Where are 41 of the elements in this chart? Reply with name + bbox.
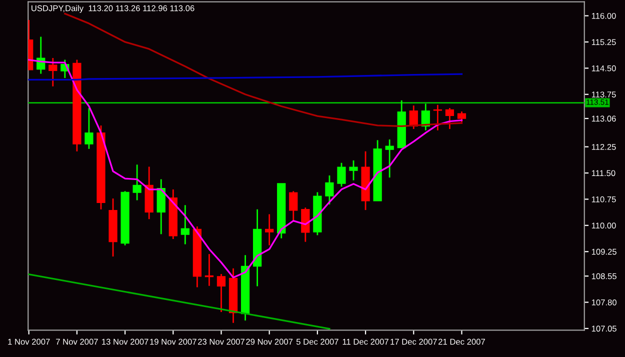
x-tick-label: 17 Dec 2007 — [390, 338, 437, 345]
x-tick-label: 7 Nov 2007 — [56, 338, 98, 345]
y-tick-label: 115.25 — [592, 39, 616, 46]
x-tick-label: 5 Dec 2007 — [296, 338, 338, 345]
x-tick-label: 11 Dec 2007 — [342, 338, 388, 345]
x-tick-label: 21 Dec 2007 — [438, 338, 485, 345]
y-tick-label: 114.50 — [592, 65, 616, 72]
x-tick-label: 19 Nov 2007 — [150, 338, 196, 345]
candlestick — [457, 110, 466, 123]
x-tick-label: 1 Nov 2007 — [8, 338, 50, 345]
y-tick-label: 110.00 — [592, 222, 616, 229]
y-tick-label: 113.75 — [592, 92, 616, 98]
y-tick-label: 107.80 — [592, 299, 616, 306]
candlestick — [48, 57, 58, 88]
candlestick — [349, 160, 358, 182]
candlestick — [180, 204, 190, 245]
candlestick — [301, 206, 310, 243]
candlestick — [216, 273, 226, 313]
y-tick-label: 111.50 — [592, 170, 616, 176]
y-tick-label: 116.00 — [592, 12, 616, 19]
y-tick-label: 112.25 — [592, 144, 616, 150]
x-tick-label: 13 Nov 2007 — [102, 338, 148, 345]
candlestick — [265, 214, 274, 246]
y-tick-label: 113.06 — [592, 116, 616, 122]
candlestick — [132, 164, 142, 201]
candlestick — [84, 107, 94, 150]
candlestick — [325, 174, 334, 206]
chart-title: USDJPY,Daily 113.20 113.26 112.96 113.06 — [32, 5, 194, 13]
x-tick-label: 23 Nov 2007 — [198, 338, 244, 345]
y-tick-label: 109.25 — [592, 248, 616, 255]
y-tick-label: 108.55 — [592, 273, 616, 280]
candlestick — [433, 104, 442, 132]
candlestick — [337, 162, 346, 188]
candlestick — [385, 138, 394, 178]
x-tick-label: 29 Nov 2007 — [246, 338, 293, 345]
candlestick — [156, 178, 166, 235]
candlestick — [445, 107, 454, 130]
candlestick — [289, 190, 298, 222]
y-tick-label: 107.05 — [592, 326, 616, 332]
y-tick-label: 110.75 — [592, 196, 616, 202]
line-series — [64, 12, 463, 128]
